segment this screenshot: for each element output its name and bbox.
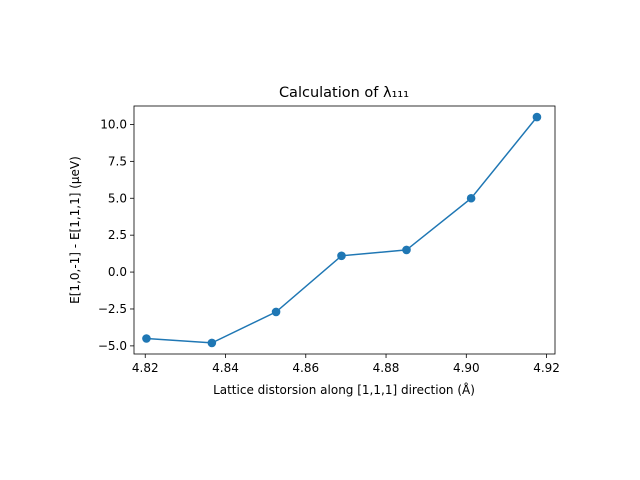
y-tick-label: −2.5	[98, 302, 127, 316]
data-point	[142, 334, 151, 343]
y-tick-label: 5.0	[108, 191, 127, 205]
y-tick-label: 7.5	[108, 154, 127, 168]
x-tick-label: 4.90	[453, 361, 480, 375]
plot-area	[134, 106, 555, 354]
data-point	[271, 307, 281, 317]
y-tick-label: 0.0	[108, 265, 127, 279]
plot-frame	[133, 105, 556, 355]
data-point	[402, 245, 411, 255]
x-tick-label: 4.92	[533, 361, 560, 375]
chart-title: Calculation of λ₁₁₁	[279, 85, 409, 101]
y-tick-label: −5.0	[98, 339, 127, 353]
y-axis-label: E[1,0,-1] - E[1,1,1] (μeV)	[68, 156, 82, 304]
data-point	[337, 251, 346, 261]
data-point	[532, 112, 542, 122]
data-point	[207, 338, 217, 348]
y-axis-ticks: −5.0 −2.5 0.0 2.5 5.0 7.5 10.0	[98, 117, 134, 353]
x-tick-label: 4.84	[212, 361, 239, 375]
y-tick-label: 10.0	[100, 117, 127, 131]
x-axis-ticks: 4.82 4.84 4.86 4.88 4.90 4.92	[132, 354, 560, 375]
x-axis-label: Lattice distorsion along [1,1,1] directi…	[213, 382, 475, 397]
x-tick-label: 4.88	[373, 361, 400, 375]
series-layer	[142, 112, 542, 348]
x-tick-label: 4.86	[292, 361, 319, 375]
data-point	[466, 193, 476, 203]
x-tick-label: 4.82	[132, 361, 159, 375]
y-tick-label: 2.5	[108, 228, 127, 242]
